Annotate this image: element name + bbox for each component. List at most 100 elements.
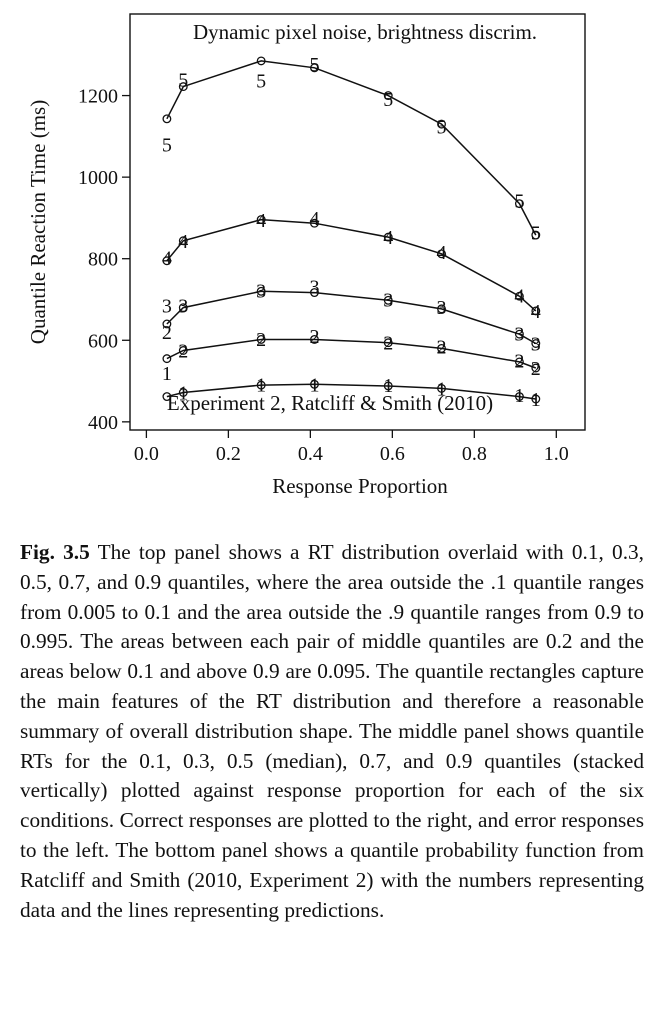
quantile-probability-chart: Dynamic pixel noise, brightness discrim.… <box>26 13 586 498</box>
prediction-point <box>310 288 319 298</box>
data-point-label: 2 <box>309 326 319 348</box>
data-point-label: 2 <box>256 329 266 351</box>
data-point-label: 4 <box>256 210 266 232</box>
data-point-label: 1 <box>162 363 172 385</box>
figure-caption: Fig. 3.5 The top panel shows a RT distri… <box>20 538 644 925</box>
prediction-line <box>166 60 537 236</box>
caption-line: overall distribution shape. The middle p… <box>20 718 645 773</box>
prediction-point <box>531 339 541 348</box>
prediction-point <box>310 218 319 228</box>
data-point-label: 2 <box>437 336 447 358</box>
prediction-line <box>166 338 537 369</box>
data-point-label: 5 <box>531 223 541 245</box>
prediction-point <box>178 388 188 397</box>
data-point-label: 5 <box>437 117 447 139</box>
prediction-point <box>310 63 319 73</box>
prediction-point <box>178 82 188 92</box>
data-point-label: 4 <box>162 247 172 269</box>
data-point-label: 3 <box>256 281 266 303</box>
data-point-label: 2 <box>162 322 172 344</box>
x-tick-label: 0.8 <box>462 443 487 465</box>
data-point-label: 5 <box>162 135 172 157</box>
prediction-point <box>531 394 541 404</box>
prediction-line <box>166 383 536 400</box>
caption-line: 0.1, 0.3, 0.5, 0.7, and 0.9 quantiles, w… <box>20 540 644 594</box>
prediction-point <box>383 338 393 348</box>
data-point-label: 5 <box>178 69 188 91</box>
prediction-point <box>437 304 446 314</box>
data-point-label: 4 <box>309 208 319 230</box>
plot-frame <box>129 13 586 431</box>
data-point-label: 3 <box>178 296 188 318</box>
prediction-line <box>166 218 537 312</box>
data-point-label: 1 <box>383 375 393 397</box>
prediction-point <box>514 291 524 301</box>
y-tick-label: 800 <box>88 249 118 271</box>
prediction-point <box>514 357 524 367</box>
prediction-point <box>531 363 541 373</box>
data-point-label: 2 <box>178 340 188 362</box>
data-point-label: 3 <box>437 297 447 319</box>
caption-line: six conditions. Correct responses are pl… <box>20 778 644 833</box>
prediction-point <box>514 199 524 209</box>
data-point-label: 4 <box>514 285 524 307</box>
prediction-point <box>256 215 266 225</box>
prediction-point <box>178 236 188 246</box>
data-point-label: 2 <box>531 358 541 380</box>
prediction-point <box>256 380 266 390</box>
prediction-point <box>256 335 266 344</box>
x-axis-label: Response Proportion <box>272 474 448 498</box>
data-point-label: 3 <box>514 323 524 345</box>
prediction-point <box>256 286 266 296</box>
data-point-label: 3 <box>162 296 172 318</box>
data-point-label: 1 <box>514 385 524 407</box>
x-tick-label: 0.2 <box>216 443 241 465</box>
caption-line: predictions. <box>284 897 385 922</box>
data-point-label: 2 <box>383 333 393 355</box>
prediction-point <box>383 381 393 391</box>
prediction-point <box>383 295 393 305</box>
prediction-point <box>256 56 266 66</box>
caption-line: error responses to the left. The bottom … <box>20 808 645 862</box>
caption-line: The top panel shows a RT distribution ov… <box>97 540 564 564</box>
prediction-point <box>514 392 524 402</box>
y-tick-label: 400 <box>88 412 118 434</box>
x-tick-label: 1.0 <box>544 443 569 465</box>
data-point-label: 5 <box>309 54 319 76</box>
series-1: 11 1 1 1 1 1 1 <box>162 363 541 411</box>
caption-line: 2) with the numbers representing data an… <box>20 867 644 922</box>
data-point-label: 1 <box>531 389 541 411</box>
data-point-label: 5 <box>383 89 393 111</box>
data-point-label: 1 <box>178 382 188 404</box>
y-tick-label: 1000 <box>78 167 118 189</box>
x-tick-label: 0.6 <box>380 443 405 465</box>
prediction-point <box>437 119 446 129</box>
prediction-point <box>162 319 172 329</box>
caption-line: of the RT distribution and therefore a r… <box>20 688 645 743</box>
prediction-point <box>531 306 541 316</box>
y-tick-label: 600 <box>88 330 118 352</box>
chart-annotation: Experiment 2, Ratcliff & Smith (2010) <box>167 391 493 415</box>
x-tick-label: 0.4 <box>298 443 323 465</box>
data-point-label: 3 <box>309 276 319 298</box>
prediction-point <box>310 379 319 389</box>
axes: 0.0 0.2 0.4 0.6 0.8 1.0 400 600 800 1000 1200 <box>78 86 569 465</box>
prediction-point <box>178 346 188 355</box>
caption-line: of middle quantiles are 0.2 and the area… <box>20 629 644 684</box>
data-point-label: 2 <box>514 351 524 373</box>
data-point-label: 3 <box>383 289 393 311</box>
prediction-point <box>514 329 524 339</box>
series-2: 222 2 2 22 2 <box>162 322 541 380</box>
caption-line: quantile ranges from 0.9 to 0.995. The a… <box>20 599 644 654</box>
y-axis-label: Quantile Reaction Time (ms) <box>26 100 50 344</box>
data-point-label: 1 <box>437 378 447 400</box>
data-point-label: 4 <box>531 301 541 323</box>
caption-line: probability function from Ratcliff and S… <box>20 837 644 892</box>
prediction-point <box>162 392 172 402</box>
data-point-label: 1 <box>309 374 319 396</box>
prediction-point <box>383 232 393 242</box>
caption-line: .1 quantile ranges from 0.005 to 0.1 and… <box>20 569 644 624</box>
caption-line: vertically) plotted against response pro… <box>20 778 606 803</box>
